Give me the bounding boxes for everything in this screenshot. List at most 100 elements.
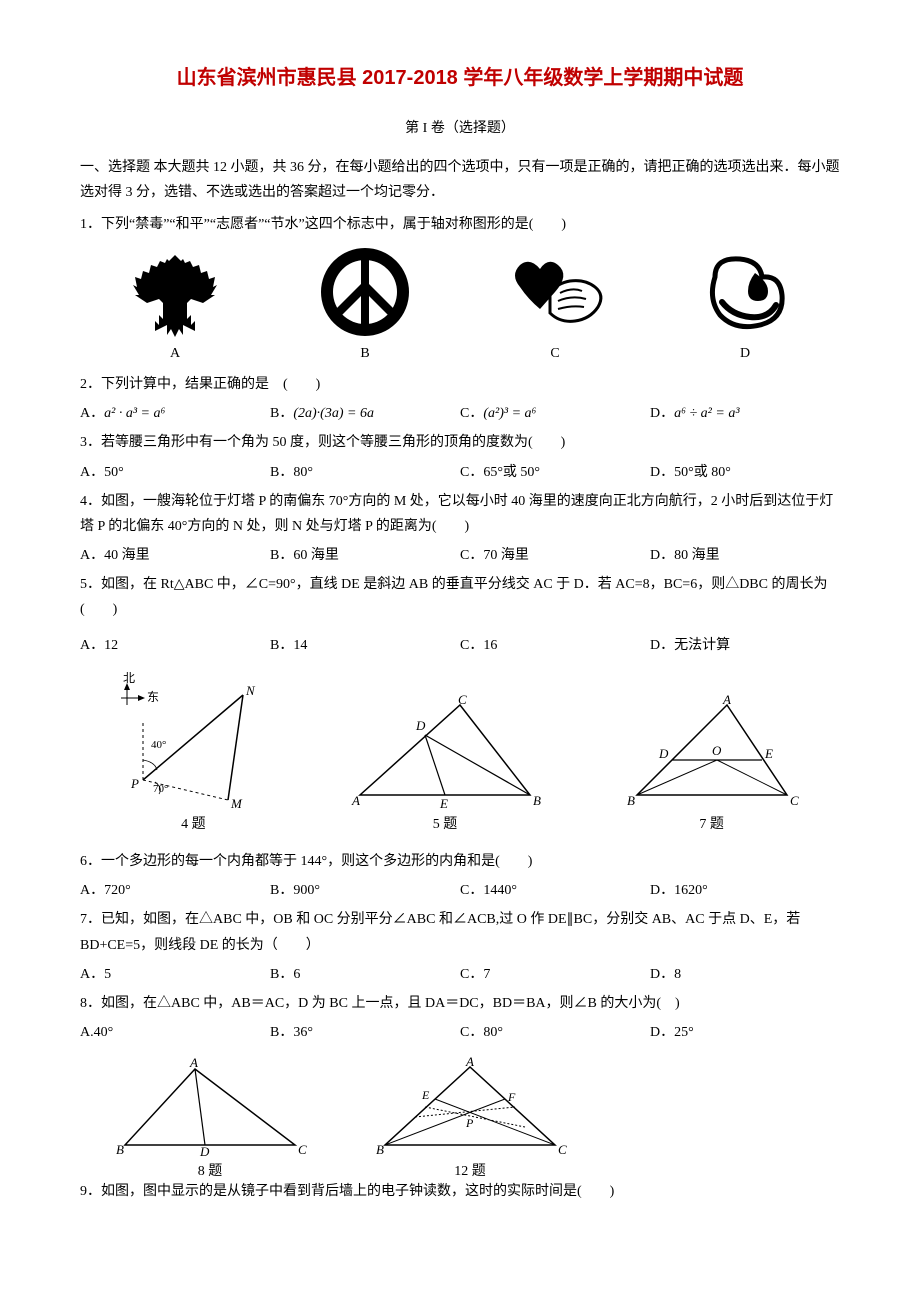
q2-options: A．a² · a³ = a⁶ B．(2a)·(3a) = 6a C．(a²)³ … [80, 401, 840, 426]
q3-optB: B．80° [270, 460, 460, 485]
fig7: A B C D E O 7 题 [617, 690, 807, 837]
section-header: 一、选择题 本大题共 12 小题，共 36 分，在每小题给出的四个选项中，只有一… [80, 155, 840, 205]
svg-text:C: C [298, 1142, 307, 1157]
q1-labelA: A [80, 341, 270, 366]
q4-text: 4．如图，一艘海轮位于灯塔 P 的南偏东 70°方向的 M 处，它以每小时 40… [80, 489, 840, 539]
svg-text:A: A [351, 793, 360, 808]
svg-text:M: M [230, 796, 243, 810]
svg-text:C: C [558, 1142, 567, 1157]
q5-options: A．12 B．14 C．16 D．无法计算 [80, 633, 840, 658]
q1-labelC: C [460, 341, 650, 366]
q4-optA: A．40 海里 [80, 543, 270, 568]
q5-optC: C．16 [460, 633, 650, 658]
svg-text:F: F [507, 1090, 516, 1104]
page-title: 山东省滨州市惠民县 2017-2018 学年八年级数学上学期期中试题 [80, 60, 840, 96]
q6-text: 6．一个多边形的每一个内角都等于 144°，则这个多边形的内角和是( ) [80, 849, 840, 874]
svg-text:A: A [722, 692, 731, 707]
fig5-label: 5 题 [340, 812, 550, 837]
fig4: 北 东 40° 70° P N M 4 题 [113, 670, 273, 837]
svg-text:P: P [465, 1116, 474, 1130]
svg-text:A: A [465, 1057, 474, 1069]
svg-text:E: E [421, 1088, 430, 1102]
subtitle: 第 I 卷（选择题） [80, 116, 840, 141]
q7-optA: A．5 [80, 962, 270, 987]
q2-optB: B．(2a)·(3a) = 6a [270, 401, 460, 426]
q4-optD: D．80 海里 [650, 543, 840, 568]
svg-text:70°: 70° [153, 783, 168, 795]
svg-text:D: D [199, 1144, 210, 1157]
q6-options: A．720° B．900° C．1440° D．1620° [80, 878, 840, 903]
q1-optB: B [270, 247, 460, 366]
fig4-label: 4 题 [113, 812, 273, 837]
q2-optD: D．a⁶ ÷ a² = a³ [650, 401, 840, 426]
q8-options: A.40° B．36° C．80° D．25° [80, 1020, 840, 1045]
q1-optA: A [80, 247, 270, 366]
fig12: A B C E F P 12 题 [370, 1057, 570, 1184]
fig5-svg: A B C D E [340, 690, 550, 810]
svg-text:B: B [116, 1142, 124, 1157]
svg-text:A: A [189, 1057, 198, 1070]
svg-text:P: P [130, 776, 139, 791]
figures-row-1: 北 东 40° 70° P N M 4 题 A B [80, 670, 840, 837]
eagle-icon [125, 247, 225, 337]
q8-optB: B．36° [270, 1020, 460, 1045]
svg-text:D: D [415, 718, 426, 733]
svg-text:D: D [658, 746, 669, 761]
hands-heart-icon [500, 247, 610, 337]
q1-labelB: B [270, 341, 460, 366]
q5-optD: D．无法计算 [650, 633, 840, 658]
svg-text:B: B [533, 793, 541, 808]
figures-row-2: A B D C 8 题 A B C E F P 12 题 [110, 1057, 840, 1184]
q8-text: 8．如图，在△ABC 中，AB＝AC，D 为 BC 上一点，且 DA＝DC，BD… [80, 991, 840, 1016]
svg-text:C: C [790, 793, 799, 808]
q4-optC: C．70 海里 [460, 543, 650, 568]
fig7-label: 7 题 [617, 812, 807, 837]
svg-text:东: 东 [147, 690, 159, 704]
q1-images: A B C D [80, 247, 840, 366]
q7-optC: C．7 [460, 962, 650, 987]
q2-optC: C．(a²)³ = a⁶ [460, 401, 650, 426]
svg-text:N: N [245, 683, 256, 698]
q1-optC: C [460, 247, 650, 366]
q8-optC: C．80° [460, 1020, 650, 1045]
svg-text:B: B [627, 793, 635, 808]
q3-text: 3．若等腰三角形中有一个角为 50 度，则这个等腰三角形的顶角的度数为( ) [80, 430, 840, 455]
fig8-svg: A B D C [110, 1057, 310, 1157]
q5-optA: A．12 [80, 633, 270, 658]
q8-optA: A.40° [80, 1020, 270, 1045]
fig7-svg: A B C D E O [617, 690, 807, 810]
q5-optB: B．14 [270, 633, 460, 658]
svg-text:E: E [439, 796, 448, 810]
q6-optD: D．1620° [650, 878, 840, 903]
svg-text:40°: 40° [151, 739, 166, 751]
q1-text: 1．下列“禁毒”“和平”“志愿者”“节水”这四个标志中，属于轴对称图形的是( ) [80, 212, 840, 237]
peace-icon [320, 247, 410, 337]
svg-text:O: O [712, 743, 722, 758]
fig12-svg: A B C E F P [370, 1057, 570, 1157]
q9-text: 9．如图，图中显示的是从镜子中看到背后墙上的电子钟读数，这时的实际时间是( ) [80, 1179, 840, 1204]
q5-text: 5．如图，在 Rt△ABC 中，∠C=90°，直线 DE 是斜边 AB 的垂直平… [80, 572, 840, 622]
q1-optD: D [650, 247, 840, 366]
q7-text: 7．已知，如图，在△ABC 中，OB 和 OC 分别平分∠ABC 和∠ACB,过… [80, 907, 840, 957]
q8-optD: D．25° [650, 1020, 840, 1045]
fig5: A B C D E 5 题 [340, 690, 550, 837]
q6-optB: B．900° [270, 878, 460, 903]
q7-options: A．5 B．6 C．7 D．8 [80, 962, 840, 987]
svg-text:B: B [376, 1142, 384, 1157]
fig8: A B D C 8 题 [110, 1057, 310, 1184]
q4-options: A．40 海里 B．60 海里 C．70 海里 D．80 海里 [80, 543, 840, 568]
q6-optA: A．720° [80, 878, 270, 903]
q3-optD: D．50°或 80° [650, 460, 840, 485]
water-icon [700, 247, 790, 337]
q3-optA: A．50° [80, 460, 270, 485]
q3-options: A．50° B．80° C．65°或 50° D．50°或 80° [80, 460, 840, 485]
q3-optC: C．65°或 50° [460, 460, 650, 485]
fig4-svg: 北 东 40° 70° P N M [113, 670, 273, 810]
q2-text: 2．下列计算中，结果正确的是 ( ) [80, 372, 840, 397]
q1-labelD: D [650, 341, 840, 366]
svg-text:E: E [764, 746, 773, 761]
q2-optA: A．a² · a³ = a⁶ [80, 401, 270, 426]
q4-optB: B．60 海里 [270, 543, 460, 568]
q6-optC: C．1440° [460, 878, 650, 903]
svg-text:C: C [458, 692, 467, 707]
